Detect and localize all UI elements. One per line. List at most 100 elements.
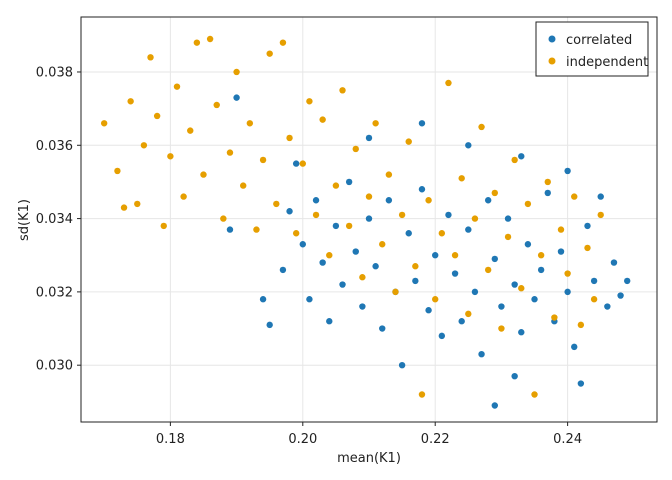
point-independent	[571, 193, 578, 200]
point-correlated	[365, 215, 373, 222]
x-tick-label: 0.18	[156, 432, 185, 447]
point-independent	[511, 156, 518, 164]
point-independent	[531, 391, 538, 398]
x-tick-label: 0.24	[553, 432, 582, 447]
point-correlated	[385, 197, 393, 204]
point-independent	[206, 35, 214, 43]
point-independent	[425, 197, 432, 204]
point-independent	[326, 252, 333, 259]
point-independent	[365, 193, 373, 200]
point-independent	[504, 233, 512, 241]
point-independent	[153, 112, 161, 120]
point-independent	[491, 189, 498, 197]
point-correlated	[518, 329, 525, 336]
point-independent	[518, 285, 525, 292]
point-independent	[213, 101, 220, 109]
point-correlated	[524, 241, 532, 248]
point-correlated	[590, 277, 598, 285]
point-correlated	[610, 259, 618, 266]
point-independent	[193, 39, 201, 46]
x-axis-ticks: 0.18 0.20 0.22 0.24	[156, 422, 582, 447]
point-independent	[312, 211, 320, 219]
point-independent	[432, 296, 439, 303]
point-independent	[332, 182, 340, 189]
point-independent	[292, 230, 300, 237]
point-correlated	[233, 94, 240, 101]
y-tick-label: 0.034	[36, 212, 73, 227]
point-independent	[557, 226, 565, 233]
y-axis-label: sd(K1)	[17, 199, 32, 241]
point-independent	[180, 193, 187, 200]
point-correlated	[537, 266, 545, 274]
point-independent	[445, 79, 452, 87]
point-correlated	[504, 215, 512, 222]
point-correlated	[279, 266, 287, 274]
point-independent	[471, 215, 479, 222]
point-independent	[187, 127, 194, 134]
legend-label-independent: independent	[566, 55, 648, 70]
legend-marker-independent	[548, 57, 556, 65]
point-independent	[114, 167, 121, 175]
point-independent	[597, 211, 604, 219]
point-independent	[167, 153, 174, 160]
point-independent	[273, 200, 280, 208]
y-tick-label: 0.038	[36, 65, 73, 80]
point-correlated	[339, 281, 346, 288]
point-independent	[584, 244, 591, 252]
point-independent	[339, 87, 346, 94]
point-independent	[127, 98, 134, 105]
point-correlated	[557, 248, 565, 255]
point-correlated	[564, 288, 571, 296]
point-correlated	[571, 343, 578, 351]
point-correlated	[445, 211, 452, 219]
point-correlated	[292, 160, 300, 167]
point-correlated	[518, 153, 525, 160]
point-independent	[465, 310, 472, 318]
point-correlated	[544, 189, 551, 197]
point-independent	[173, 83, 181, 90]
x-tick-label: 0.22	[421, 432, 450, 447]
point-correlated	[617, 292, 624, 299]
series-correlated	[226, 94, 631, 409]
point-correlated	[564, 167, 571, 175]
data-points	[100, 35, 631, 409]
legend-marker-correlated	[548, 35, 556, 43]
point-independent	[226, 149, 234, 156]
point-independent	[200, 171, 207, 178]
point-correlated	[597, 193, 604, 200]
point-independent	[478, 123, 485, 131]
point-correlated	[379, 325, 386, 332]
point-correlated	[438, 332, 446, 340]
point-correlated	[484, 197, 492, 204]
point-correlated	[398, 361, 406, 369]
point-correlated	[345, 178, 353, 186]
point-correlated	[259, 296, 267, 303]
point-correlated	[359, 303, 366, 310]
point-independent	[484, 266, 492, 274]
point-correlated	[372, 263, 379, 270]
point-correlated	[352, 248, 359, 255]
point-correlated	[412, 277, 419, 285]
point-independent	[279, 39, 287, 46]
point-independent	[544, 178, 551, 186]
point-independent	[458, 175, 465, 182]
series-independent	[100, 35, 604, 398]
point-independent	[134, 200, 141, 208]
point-correlated	[465, 142, 472, 149]
point-independent	[319, 116, 326, 123]
point-correlated	[326, 318, 333, 325]
point-correlated	[365, 134, 373, 142]
point-correlated	[511, 372, 518, 380]
point-correlated	[491, 402, 498, 409]
y-tick-label: 0.036	[36, 139, 73, 154]
point-independent	[299, 160, 306, 167]
legend-box	[535, 21, 649, 77]
point-correlated	[418, 120, 426, 127]
point-independent	[147, 54, 154, 61]
point-independent	[418, 391, 426, 398]
point-correlated	[418, 186, 426, 193]
y-tick-label: 0.030	[36, 359, 73, 374]
legend-label-correlated: correlated	[566, 33, 632, 48]
